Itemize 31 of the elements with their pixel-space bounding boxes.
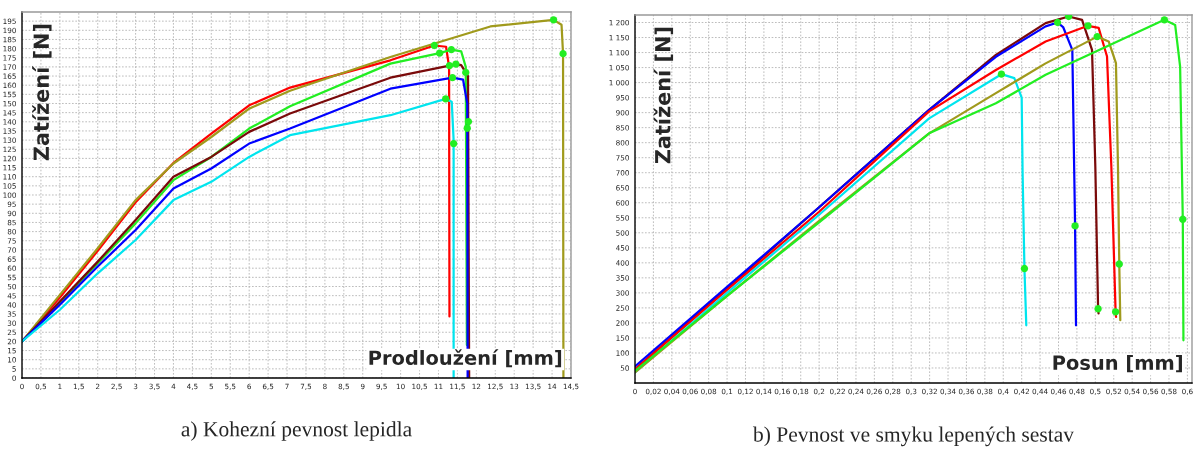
- point: [445, 61, 454, 70]
- x-axis-title: Posun [mm]: [1053, 354, 1182, 373]
- text: a) Kohezní pevnost lepidla: [181, 421, 412, 441]
- point: [1020, 264, 1029, 273]
- y-axis-title: Zatížení [N]: [653, 27, 674, 164]
- point: [1160, 16, 1169, 24]
- point: [1071, 222, 1079, 230]
- x-axis-title: Prodloužení [mm]: [369, 349, 562, 368]
- text: b) Pevnost ve smyku lepených sestav: [752, 426, 1075, 447]
- point: [559, 50, 567, 58]
- point: [463, 124, 471, 132]
- point: [449, 139, 458, 148]
- point: [1111, 308, 1120, 316]
- point: [1179, 215, 1187, 223]
- point: [430, 41, 438, 50]
- point: [1084, 22, 1092, 30]
- point: [442, 95, 450, 103]
- point: [435, 49, 444, 57]
- point: [462, 68, 470, 77]
- point: [452, 60, 460, 68]
- point: [448, 74, 457, 82]
- point: [447, 46, 456, 54]
- point: [1093, 32, 1101, 41]
- point: [997, 70, 1006, 78]
- point: [549, 16, 558, 24]
- y-axis-title: Zatížení [N]: [32, 24, 52, 161]
- point: [464, 117, 473, 126]
- point: [1115, 260, 1123, 268]
- point: [1053, 18, 1062, 27]
- line-series: [22, 18, 565, 378]
- point: [1094, 305, 1102, 313]
